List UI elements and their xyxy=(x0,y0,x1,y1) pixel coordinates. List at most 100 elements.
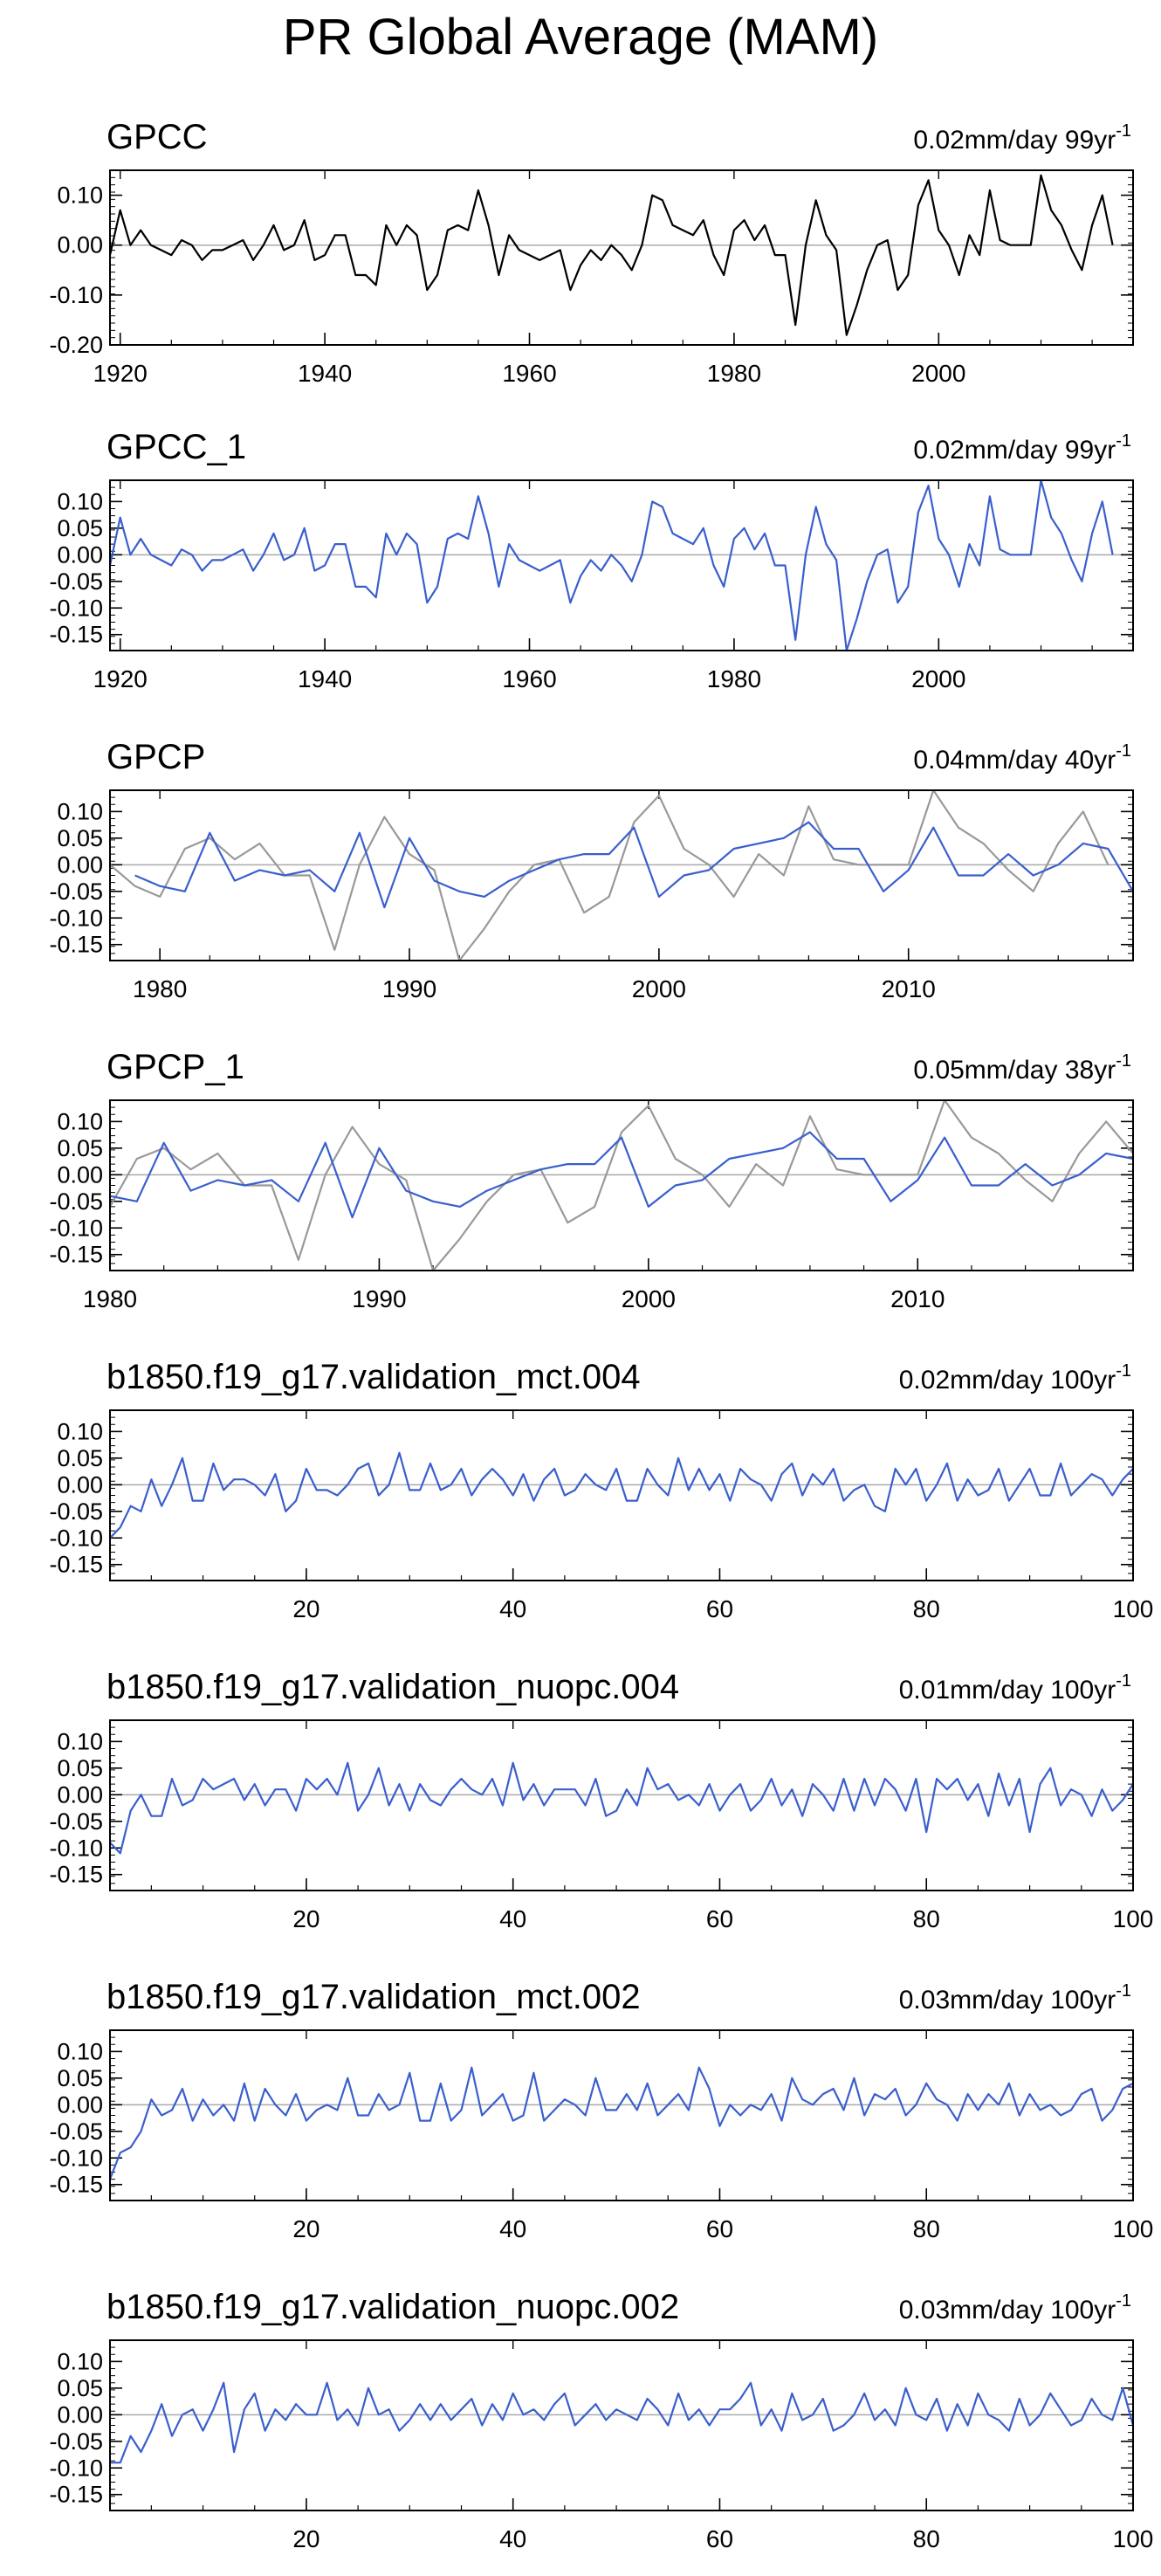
plot-frame xyxy=(109,1719,1134,1891)
x-tick-label: 2000 xyxy=(632,975,686,1002)
y-tick-label: 0.10 xyxy=(57,2348,103,2374)
chart-panel-2: GPCC_1 0.02mm/day 99yr-1 1920 1940 1960 1980 2… xyxy=(49,428,1134,692)
x-tick-label: 100 xyxy=(1113,1905,1154,1932)
x-tick-label: 40 xyxy=(499,1905,526,1932)
trend-superscript: -1 xyxy=(1116,741,1131,761)
series-line-1 xyxy=(110,2381,1135,2464)
x-tick-label: 40 xyxy=(499,2525,526,2552)
trend-value: 0.05mm/day 38yr xyxy=(913,1056,1116,1085)
x-tick-label: 1920 xyxy=(93,665,148,692)
chart-title: GPCC_1 xyxy=(106,428,246,466)
trend-superscript: -1 xyxy=(1116,121,1131,141)
y-tick-label: 0.10 xyxy=(57,1728,103,1754)
y-tick-label: -0.15 xyxy=(49,1552,103,1578)
y-tick-label: -0.15 xyxy=(49,622,103,648)
y-tick-label: 0.00 xyxy=(57,1781,103,1808)
plot-frame xyxy=(109,2339,1134,2511)
trend-value: 0.02mm/day 99yr xyxy=(913,436,1116,465)
y-tick-label: 0.10 xyxy=(57,488,103,514)
x-tick-label: 80 xyxy=(913,2525,940,2552)
y-tick-label: -0.05 xyxy=(49,878,103,905)
y-tick-label: 0.10 xyxy=(57,798,103,824)
trend-value: 0.02mm/day 99yr xyxy=(913,126,1116,155)
x-tick-label: 2010 xyxy=(890,1285,945,1312)
x-tick-label: 1990 xyxy=(352,1285,406,1312)
y-tick-label: -0.05 xyxy=(49,1188,103,1215)
y-tick-label: -0.05 xyxy=(49,1498,103,1525)
y-tick-label: 0.00 xyxy=(57,1471,103,1498)
trend-label: 0.05mm/day 38yr-1 xyxy=(913,1051,1131,1085)
trend-label: 0.01mm/day 100yr-1 xyxy=(899,1671,1131,1705)
x-tick-label: 60 xyxy=(706,1595,733,1622)
x-tick-label: 20 xyxy=(292,1595,319,1622)
y-tick-label: 0.05 xyxy=(57,515,103,541)
x-tick-label: 2010 xyxy=(882,975,936,1002)
x-tick-label: 80 xyxy=(913,2215,940,2242)
x-tick-label: 2000 xyxy=(622,1285,676,1312)
y-tick-label: 0.10 xyxy=(57,1108,103,1134)
trend-superscript: -1 xyxy=(1116,2291,1131,2311)
y-tick-label: 0.05 xyxy=(57,2065,103,2091)
x-tick-label: 100 xyxy=(1113,2215,1154,2242)
y-tick-label: 0.10 xyxy=(57,183,103,209)
trend-value: 0.03mm/day 100yr xyxy=(899,2296,1116,2325)
y-tick-label: 0.00 xyxy=(57,1161,103,1188)
y-tick-label: 0.05 xyxy=(57,825,103,851)
series-line-2 xyxy=(134,821,1134,909)
x-tick-label: 100 xyxy=(1113,1595,1154,1622)
x-tick-label: 1960 xyxy=(502,360,556,387)
x-tick-label: 20 xyxy=(292,1905,319,1932)
chart-panel-5: b1850.f19_g17.validation_mct.004 0.02mm/d… xyxy=(49,1358,1153,1622)
x-tick-label: 20 xyxy=(292,2215,319,2242)
x-tick-label: 60 xyxy=(706,2215,733,2242)
x-tick-label: 1980 xyxy=(133,975,187,1002)
chart-panel-3: GPCP 0.04mm/day 40yr-1 1980 1990 2000 2010 -0.… xyxy=(49,738,1134,1002)
series-line-1 xyxy=(108,174,1114,336)
y-tick-label: -0.10 xyxy=(49,282,103,308)
x-tick-label: 1920 xyxy=(93,360,148,387)
y-tick-label: 0.00 xyxy=(57,541,103,568)
chart-panel-4: GPCP_1 0.05mm/day 38yr-1 1980 1990 2000 2010 -… xyxy=(49,1048,1134,1312)
x-tick-label: 20 xyxy=(292,2525,319,2552)
x-tick-label: 40 xyxy=(499,2215,526,2242)
y-tick-label: -0.15 xyxy=(49,1862,103,1888)
trend-label: 0.04mm/day 40yr-1 xyxy=(913,741,1131,775)
y-tick-label: 0.00 xyxy=(57,232,103,258)
y-tick-label: -0.10 xyxy=(49,1835,103,1861)
y-tick-label: -0.05 xyxy=(49,2428,103,2455)
y-tick-label: 0.05 xyxy=(57,1755,103,1781)
y-tick-label: 0.05 xyxy=(57,1135,103,1161)
trend-label: 0.02mm/day 99yr-1 xyxy=(913,431,1131,465)
trend-value: 0.02mm/day 100yr xyxy=(899,1366,1116,1395)
trend-superscript: -1 xyxy=(1116,1671,1131,1691)
y-tick-label: -0.15 xyxy=(49,2172,103,2198)
y-tick-label: 0.10 xyxy=(57,2038,103,2064)
y-tick-label: -0.10 xyxy=(49,2455,103,2481)
y-tick-label: 0.05 xyxy=(57,1445,103,1471)
x-tick-label: 100 xyxy=(1113,2525,1154,2552)
plot-frame xyxy=(109,169,1134,346)
y-tick-label: -0.15 xyxy=(49,1242,103,1268)
chart-title: GPCC xyxy=(106,118,208,156)
x-tick-label: 1990 xyxy=(382,975,436,1002)
x-tick-label: 1940 xyxy=(298,665,352,692)
plot-frame xyxy=(109,479,1134,651)
x-tick-label: 60 xyxy=(706,2525,733,2552)
chart-title: b1850.f19_g17.validation_nuopc.002 xyxy=(106,2288,679,2326)
y-tick-label: -0.10 xyxy=(49,595,103,621)
y-tick-label: -0.05 xyxy=(49,2118,103,2145)
x-tick-label: 40 xyxy=(499,1595,526,1622)
trend-value: 0.01mm/day 100yr xyxy=(899,1676,1116,1705)
y-tick-label: 0.00 xyxy=(57,2401,103,2428)
chart-title: GPCP_1 xyxy=(106,1048,244,1086)
series-line-1 xyxy=(108,2066,1134,2180)
x-tick-label: 1960 xyxy=(502,665,556,692)
y-tick-label: -0.10 xyxy=(49,2145,103,2171)
y-tick-label: -0.15 xyxy=(49,932,103,958)
trend-label: 0.03mm/day 100yr-1 xyxy=(899,1981,1131,2015)
x-tick-label: 1980 xyxy=(83,1285,137,1312)
chart-panel-6: b1850.f19_g17.validation_nuopc.004 0.01mm… xyxy=(49,1668,1153,1932)
series-line-2 xyxy=(109,1131,1134,1219)
plot-frame xyxy=(109,1409,1134,1581)
